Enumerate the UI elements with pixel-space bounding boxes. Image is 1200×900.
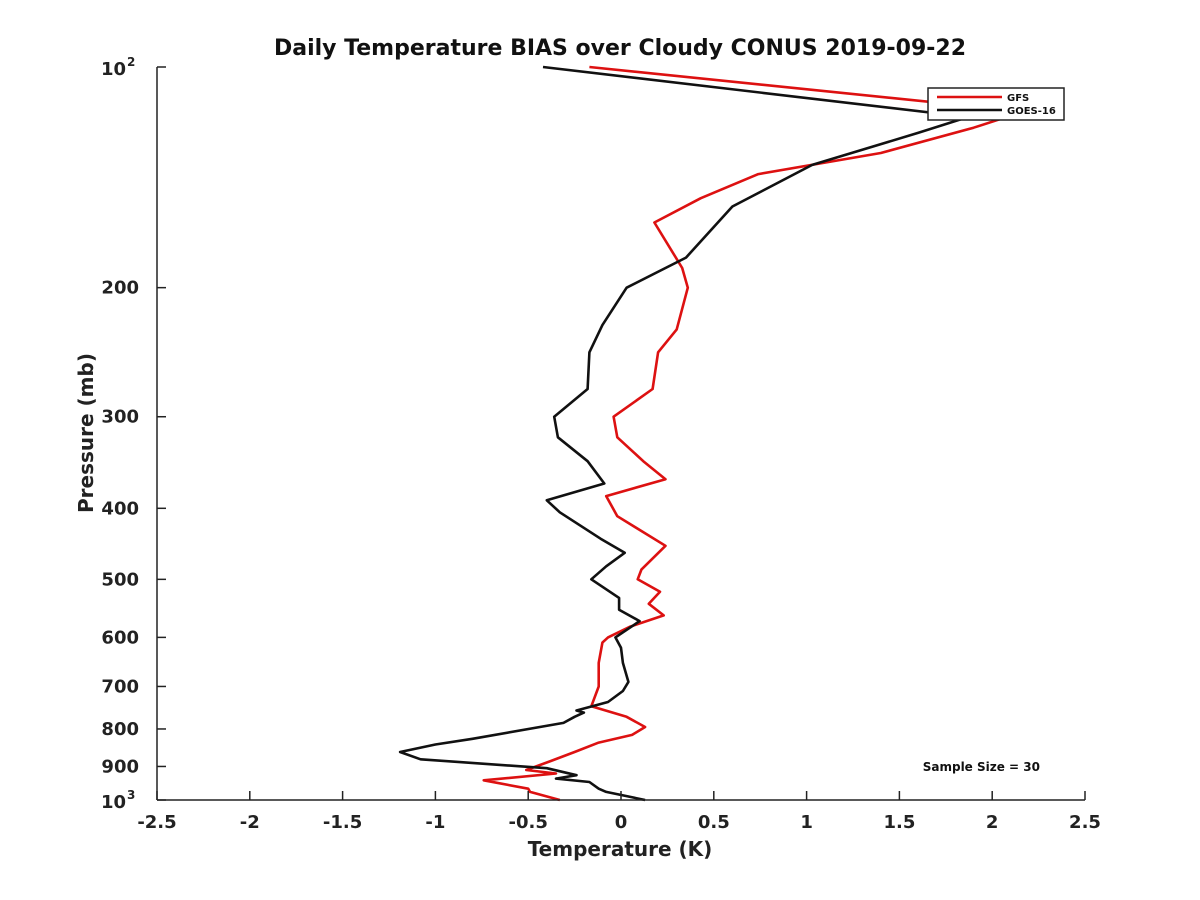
y-tick-label: 700: [101, 676, 139, 697]
x-tick-group: -2.5 -2 -1.5 -1 -0.5 0 0.5 1 1.5 2 2.5: [137, 791, 1101, 833]
x-tick-label: 2.5: [1069, 812, 1101, 833]
y-tick-label: 300: [101, 407, 139, 428]
y-tick-label: 200: [101, 278, 139, 299]
y-tick-exponent: 3: [127, 788, 135, 802]
x-tick-label: -2: [240, 812, 260, 833]
y-tick-label: 800: [101, 719, 139, 740]
series-layer: [398, 65, 1026, 802]
x-tick-label: 1: [800, 812, 813, 833]
x-tick-label: 2: [986, 812, 999, 833]
legend: GFS GOES-16: [927, 87, 1065, 121]
y-tick-label: 10: [101, 59, 126, 80]
x-axis-label: Temperature (K): [528, 837, 713, 861]
y-tick-exponent: 2: [127, 55, 135, 69]
y-axis-label: Pressure (mb): [74, 353, 98, 513]
y-tick-label: 900: [101, 756, 139, 777]
y-tick-label: 600: [101, 627, 139, 648]
legend-label: GFS: [1007, 93, 1029, 104]
series-line-goes-16: [398, 65, 970, 802]
legend-box: [927, 87, 1065, 121]
x-tick-label: -0.5: [509, 812, 548, 833]
sample-size-annotation: Sample Size = 30: [923, 760, 1040, 774]
series-line-gfs: [482, 65, 1026, 802]
x-tick-label: -1: [425, 812, 445, 833]
y-tick-label: 400: [101, 498, 139, 519]
y-tick-label: 500: [101, 569, 139, 590]
x-tick-label: 0: [615, 812, 628, 833]
x-tick-label: -2.5: [137, 812, 176, 833]
x-tick-label: 1.5: [883, 812, 915, 833]
chart-title: Daily Temperature BIAS over Cloudy CONUS…: [274, 36, 966, 61]
x-tick-label: -1.5: [323, 812, 362, 833]
legend-label: GOES-16: [1007, 106, 1056, 117]
y-tick-label: 10: [101, 792, 126, 813]
x-tick-label: 0.5: [698, 812, 730, 833]
